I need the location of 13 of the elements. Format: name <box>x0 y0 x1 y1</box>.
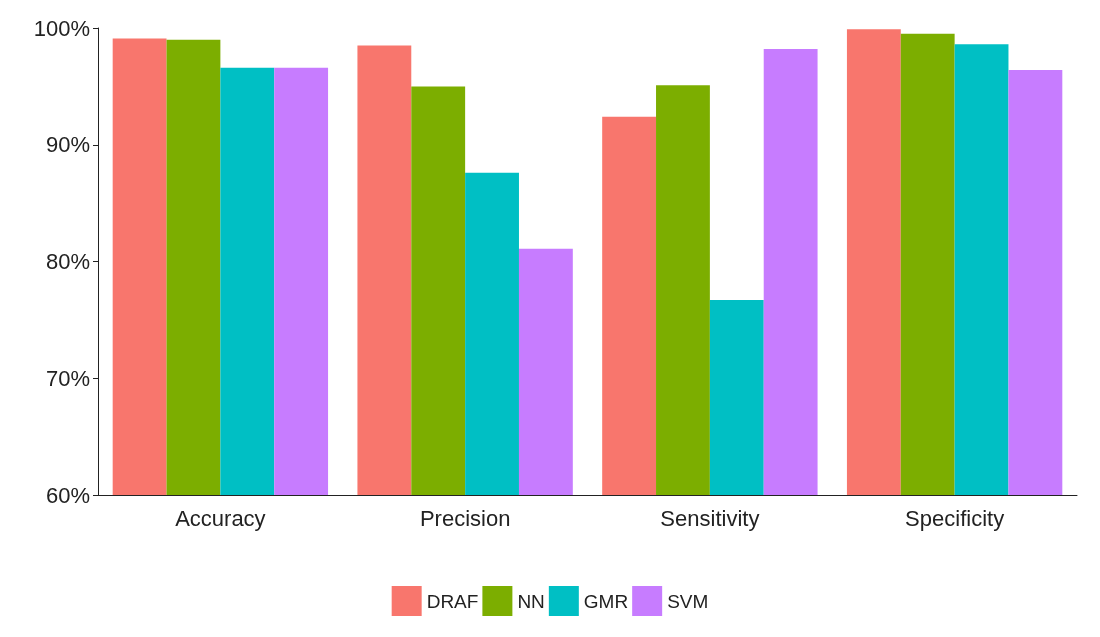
legend-label: NN <box>517 590 545 612</box>
x-tick-label: Specificity <box>905 505 1005 531</box>
legend-label: SVM <box>667 590 709 612</box>
y-tick-label: 60% <box>45 482 90 508</box>
x-tick-label: Accuracy <box>175 505 266 531</box>
x-tick-label: Sensitivity <box>660 505 760 531</box>
y-tick-label: 80% <box>45 249 90 274</box>
y-tick-label: 100% <box>33 15 90 41</box>
x-tick-label: Precision <box>419 505 511 531</box>
legend-label: GMR <box>583 590 629 612</box>
y-tick-label: 90% <box>45 132 90 158</box>
y-tick-label: 70% <box>45 365 90 391</box>
legend-label: DRAF <box>426 590 479 612</box>
